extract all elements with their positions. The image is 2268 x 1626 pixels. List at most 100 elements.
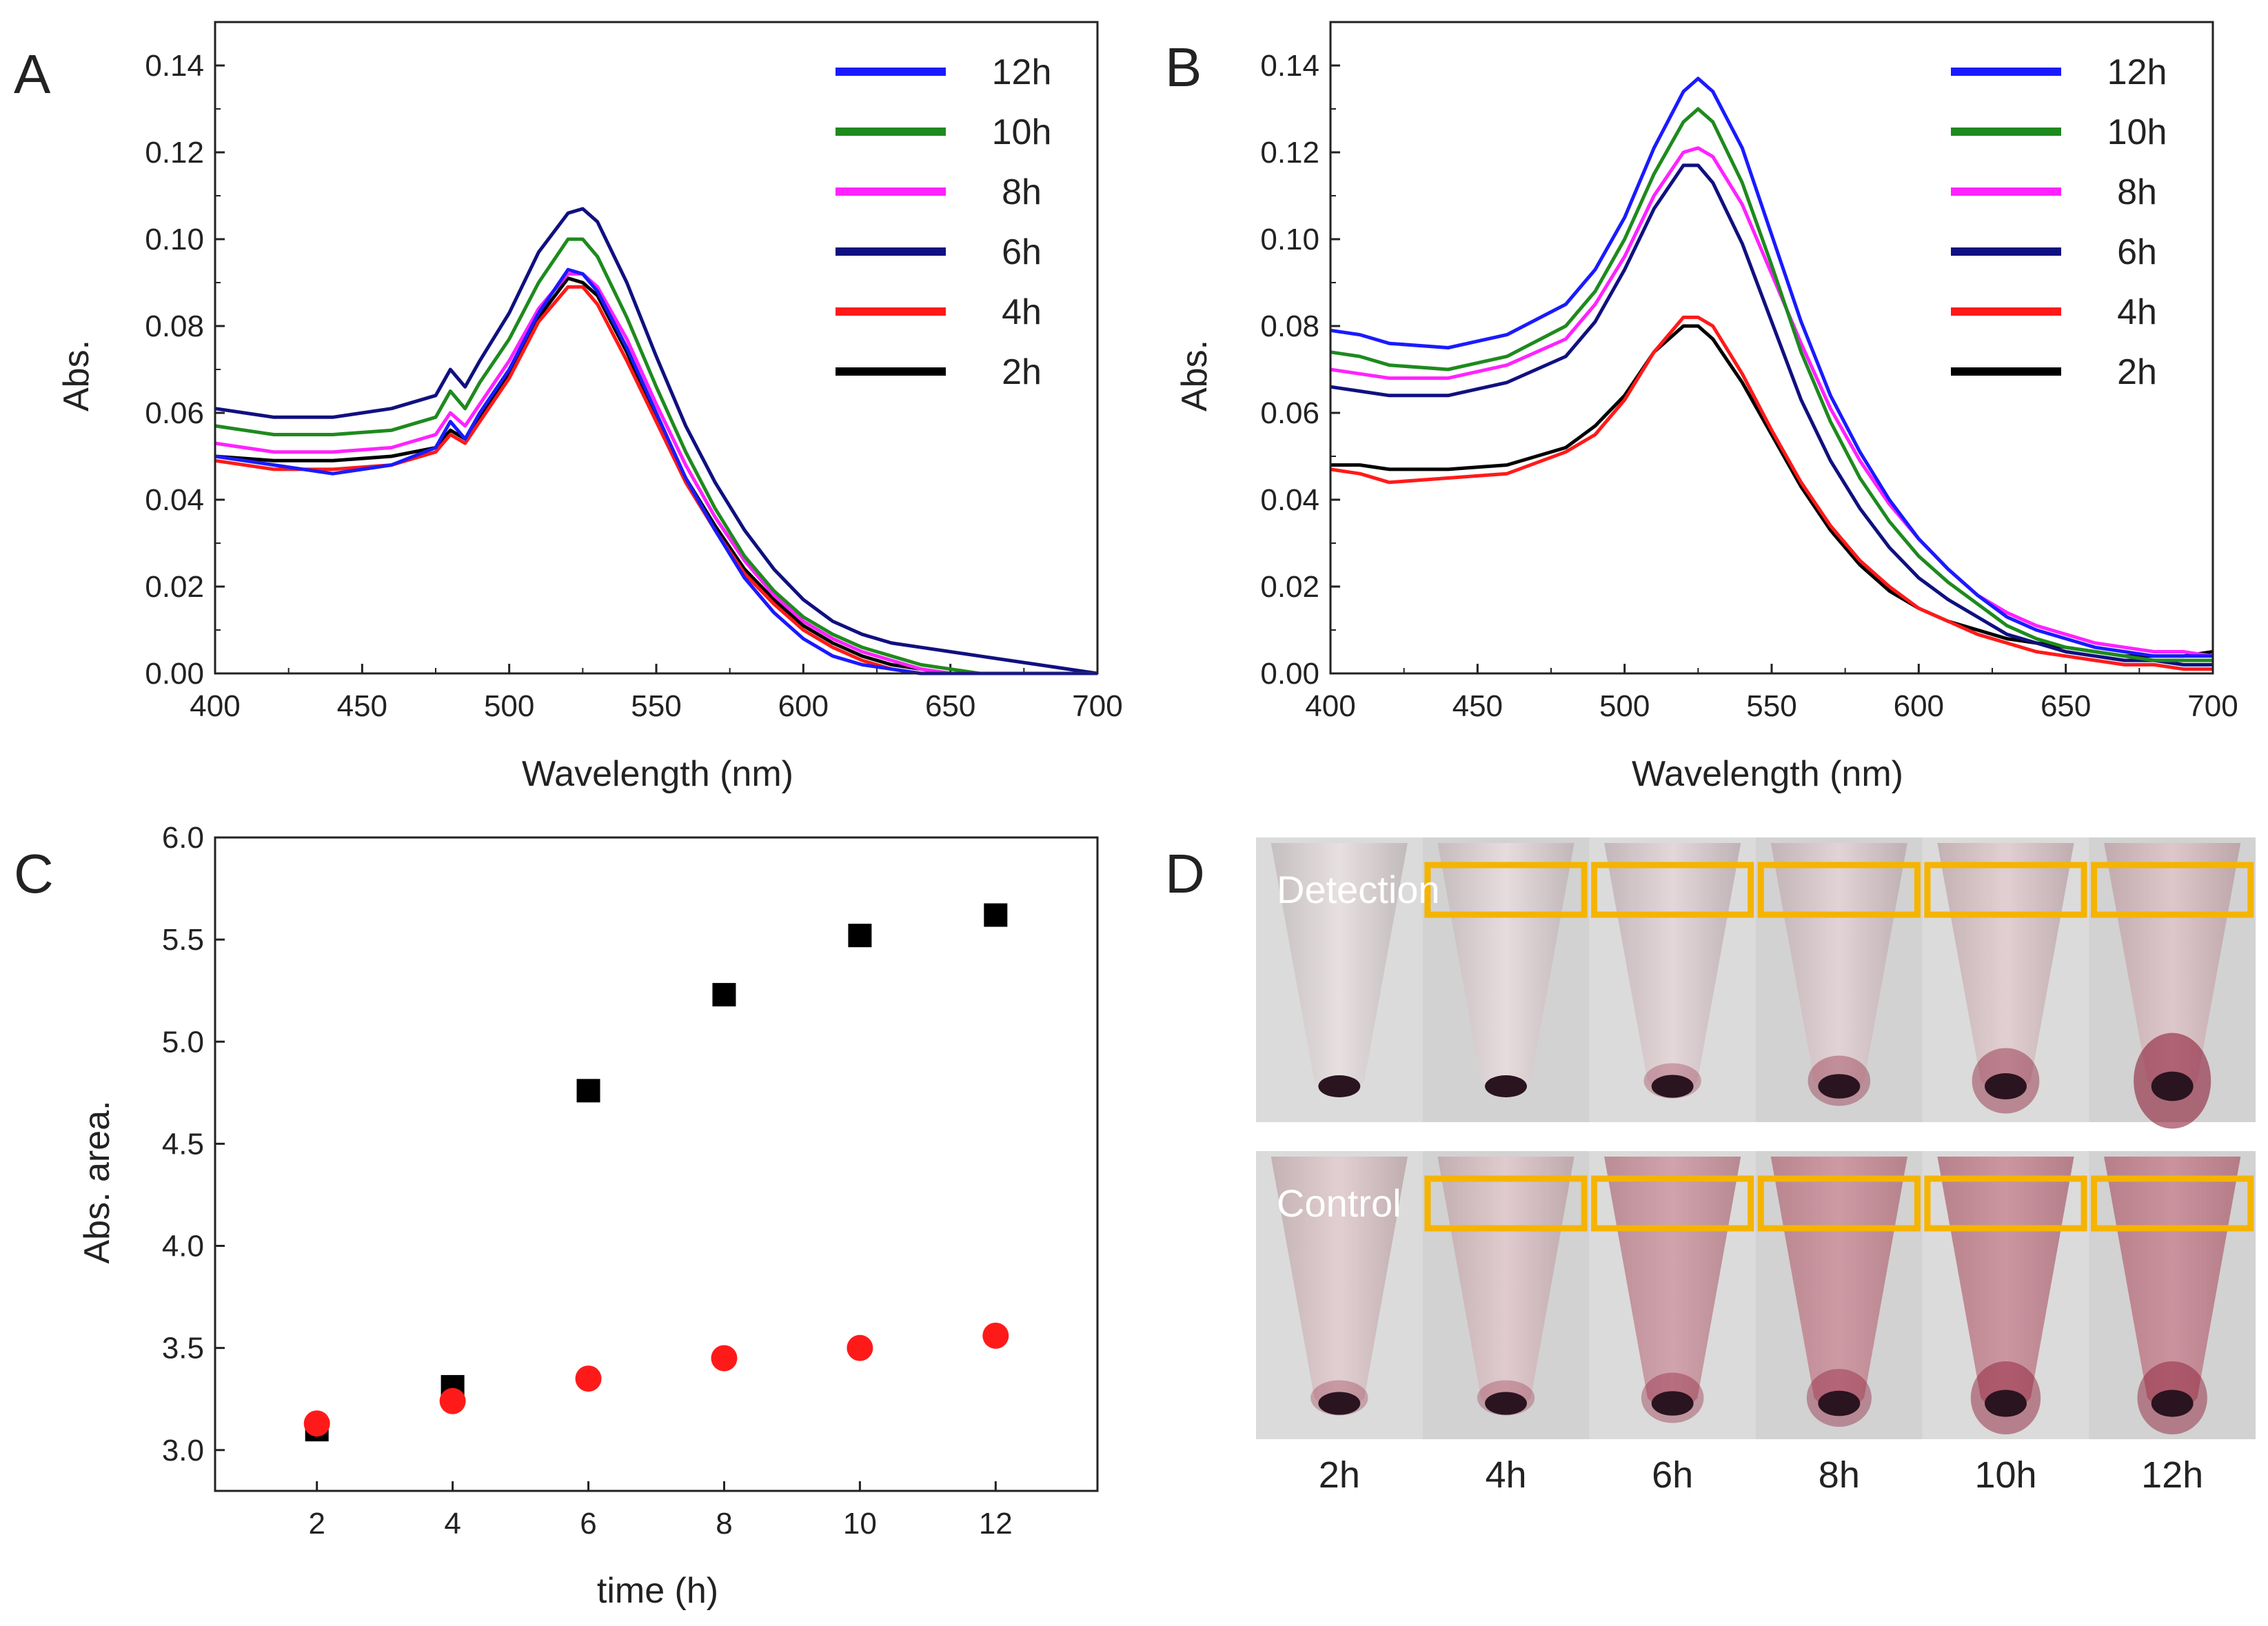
panel-a-series-6h xyxy=(214,207,1098,675)
panel-c-x-tick-label: 6 xyxy=(580,1507,596,1541)
panel-b-legend-label: 8h xyxy=(2117,172,2157,212)
panel-b-legend-label: 2h xyxy=(2117,352,2157,392)
detection-row-tube-tint xyxy=(1770,843,1907,1095)
panel-a-y-tick-label: 0.04 xyxy=(145,483,204,517)
panel-c-y-tick-label: 3.0 xyxy=(162,1434,204,1467)
panel-a-y-tick-label: 0.00 xyxy=(145,657,204,691)
tube-time-label: 12h xyxy=(2141,1454,2203,1496)
control-row-highlight-box xyxy=(1591,1175,1754,1232)
panel-c-y-tick-label: 3.5 xyxy=(162,1332,204,1365)
control-row-highlight-box xyxy=(2091,1175,2254,1232)
panel-c: C 2 4 6 8 10 12 3.0 3.5 4.0 4.5 5.0 5.5 6.0 time (h)… xyxy=(14,821,1099,1611)
panel-b-y-title: Abs. xyxy=(1175,340,1215,411)
panel-d-letter: D xyxy=(1165,843,1205,904)
panel-b-series-6h xyxy=(1330,163,2213,667)
control-row-tube xyxy=(1604,1157,1741,1412)
panel-b-x-tick-label: 400 xyxy=(1305,689,1355,723)
control-row-pellet xyxy=(1318,1392,1361,1415)
detection-row-highlight-box xyxy=(1424,862,1588,918)
panel-c-point-control xyxy=(303,1410,330,1437)
panel-a-x-tick-label: 400 xyxy=(190,689,240,723)
panel-c-point-control xyxy=(711,1345,738,1372)
panel-b-x-tick-label: 600 xyxy=(1894,689,1944,723)
panel-a-legend-label: 6h xyxy=(1002,232,1042,272)
panel-b-x-tick-label: 500 xyxy=(1599,689,1650,723)
panel-c-point-control xyxy=(575,1365,602,1392)
control-row-tube-tint xyxy=(1937,1157,2074,1412)
panel-b-x-tick-label: 650 xyxy=(2041,689,2091,723)
detection-row-tube-tint xyxy=(1937,843,2074,1095)
panel-c-y-tick-label: 6.0 xyxy=(162,821,204,855)
detection-row-pellet xyxy=(1985,1073,2027,1099)
detection-row-tube xyxy=(2104,843,2241,1095)
panel-b-frame xyxy=(1329,21,2214,675)
detection-row-pellet xyxy=(1651,1075,1694,1098)
panel-a-plot: 400 450 500 550 600 650 700 0.00 0.02 0.04 0.06 0.0… xyxy=(145,21,1123,723)
panel-a-y-tick-label: 0.08 xyxy=(145,309,204,343)
panel-a-series-2h xyxy=(214,276,1097,675)
panel-c-y-tick-label: 4.0 xyxy=(162,1230,204,1263)
detection-row-highlight-box xyxy=(1924,862,2087,918)
detection-row-tube-tint xyxy=(1604,843,1741,1095)
panel-b-series-8h xyxy=(1330,146,2214,658)
panel-b-y-tick-label: 0.00 xyxy=(1260,657,1319,691)
panel-b-x-tick-label: 550 xyxy=(1746,689,1796,723)
panel-b-y-tick-label: 0.08 xyxy=(1260,309,1319,343)
detection-row-tube-tint xyxy=(1270,843,1408,1095)
panel-b-series-12h xyxy=(1330,77,2213,658)
detection-row-tube xyxy=(1604,843,1741,1095)
control-row-tube-tint xyxy=(1437,1157,1575,1412)
detection-row-tube xyxy=(1937,843,2074,1095)
panel-b-legend-label: 12h xyxy=(2107,52,2167,92)
panel-b-legend-label: 10h xyxy=(2107,112,2167,152)
panel-b-plot: 400 450 500 550 600 650 700 0.00 0.02 0.04 0.06 0.0… xyxy=(1260,21,2238,723)
panel-b-y-tick-label: 0.12 xyxy=(1260,136,1319,170)
panel-c-x-title: time (h) xyxy=(597,1571,718,1611)
tube-time-label: 6h xyxy=(1652,1454,1693,1496)
panel-a-letter: A xyxy=(14,43,51,105)
panel-c-y-title: Abs. area. xyxy=(77,1100,117,1263)
panel-b-x-tick-label: 700 xyxy=(2187,689,2238,723)
panel-a-series-8h xyxy=(214,272,1097,675)
panel-c-x-tick-label: 4 xyxy=(444,1507,460,1541)
control-row-pellet xyxy=(1485,1392,1527,1415)
panel-b-series-10h xyxy=(1330,107,2213,662)
panel-c-y-tick-label: 4.5 xyxy=(162,1127,204,1161)
tube-time-label: 8h xyxy=(1819,1454,1860,1496)
panel-b-series-4h xyxy=(1330,315,2213,671)
panel-c-letter: C xyxy=(14,843,54,904)
panel-a-legend-label: 12h xyxy=(992,52,1052,92)
detection-row-tube-tint xyxy=(2104,843,2241,1095)
panel-a-x-tick-label: 500 xyxy=(484,689,534,723)
control-row-tube xyxy=(1937,1157,2074,1412)
panel-c-point-detection xyxy=(576,1079,600,1103)
panel-b-letter: B xyxy=(1165,37,1202,98)
control-row-tube xyxy=(1770,1157,1907,1412)
panel-b-y-tick-label: 0.04 xyxy=(1260,483,1319,517)
control-row-highlight-box xyxy=(1424,1175,1588,1232)
panel-a-x-tick-label: 600 xyxy=(778,689,829,723)
panel-d-photos: Detection Control 2h 4h 6h 8h 10h 12h xyxy=(1256,837,2256,1496)
detection-row-tube xyxy=(1770,843,1907,1095)
tube-time-label: 2h xyxy=(1319,1454,1360,1496)
panel-c-y-tick-label: 5.0 xyxy=(162,1025,204,1059)
panel-c-point-detection xyxy=(712,983,736,1007)
panel-a-x-tick-label: 450 xyxy=(337,689,387,723)
panel-a-y-tick-label: 0.14 xyxy=(145,49,204,83)
detection-row-highlight-box xyxy=(2091,862,2254,918)
detection-row-label: Detection xyxy=(1277,868,1440,911)
panel-b-y-tick-label: 0.02 xyxy=(1260,570,1319,604)
panel-b-x-title: Wavelength (nm) xyxy=(1632,754,1903,794)
control-row-pellet xyxy=(1985,1390,2027,1417)
panel-c-y-tick-label: 5.5 xyxy=(162,923,204,957)
panel-a-x-title: Wavelength (nm) xyxy=(522,754,793,794)
control-row-pellet xyxy=(1818,1390,1861,1416)
panel-d: D Detection Control 2h 4h 6h 8h 10h 12h xyxy=(1165,837,2256,1496)
detection-row-tube-tint xyxy=(1437,843,1575,1095)
panel-c-point-control xyxy=(982,1322,1009,1349)
panel-a-legend-label: 8h xyxy=(1002,172,1042,212)
tube-time-label: 4h xyxy=(1485,1454,1526,1496)
control-row: Control xyxy=(1256,1151,2256,1439)
control-row-tube-tint xyxy=(1770,1157,1907,1412)
control-row-tube-tint xyxy=(1604,1157,1741,1412)
